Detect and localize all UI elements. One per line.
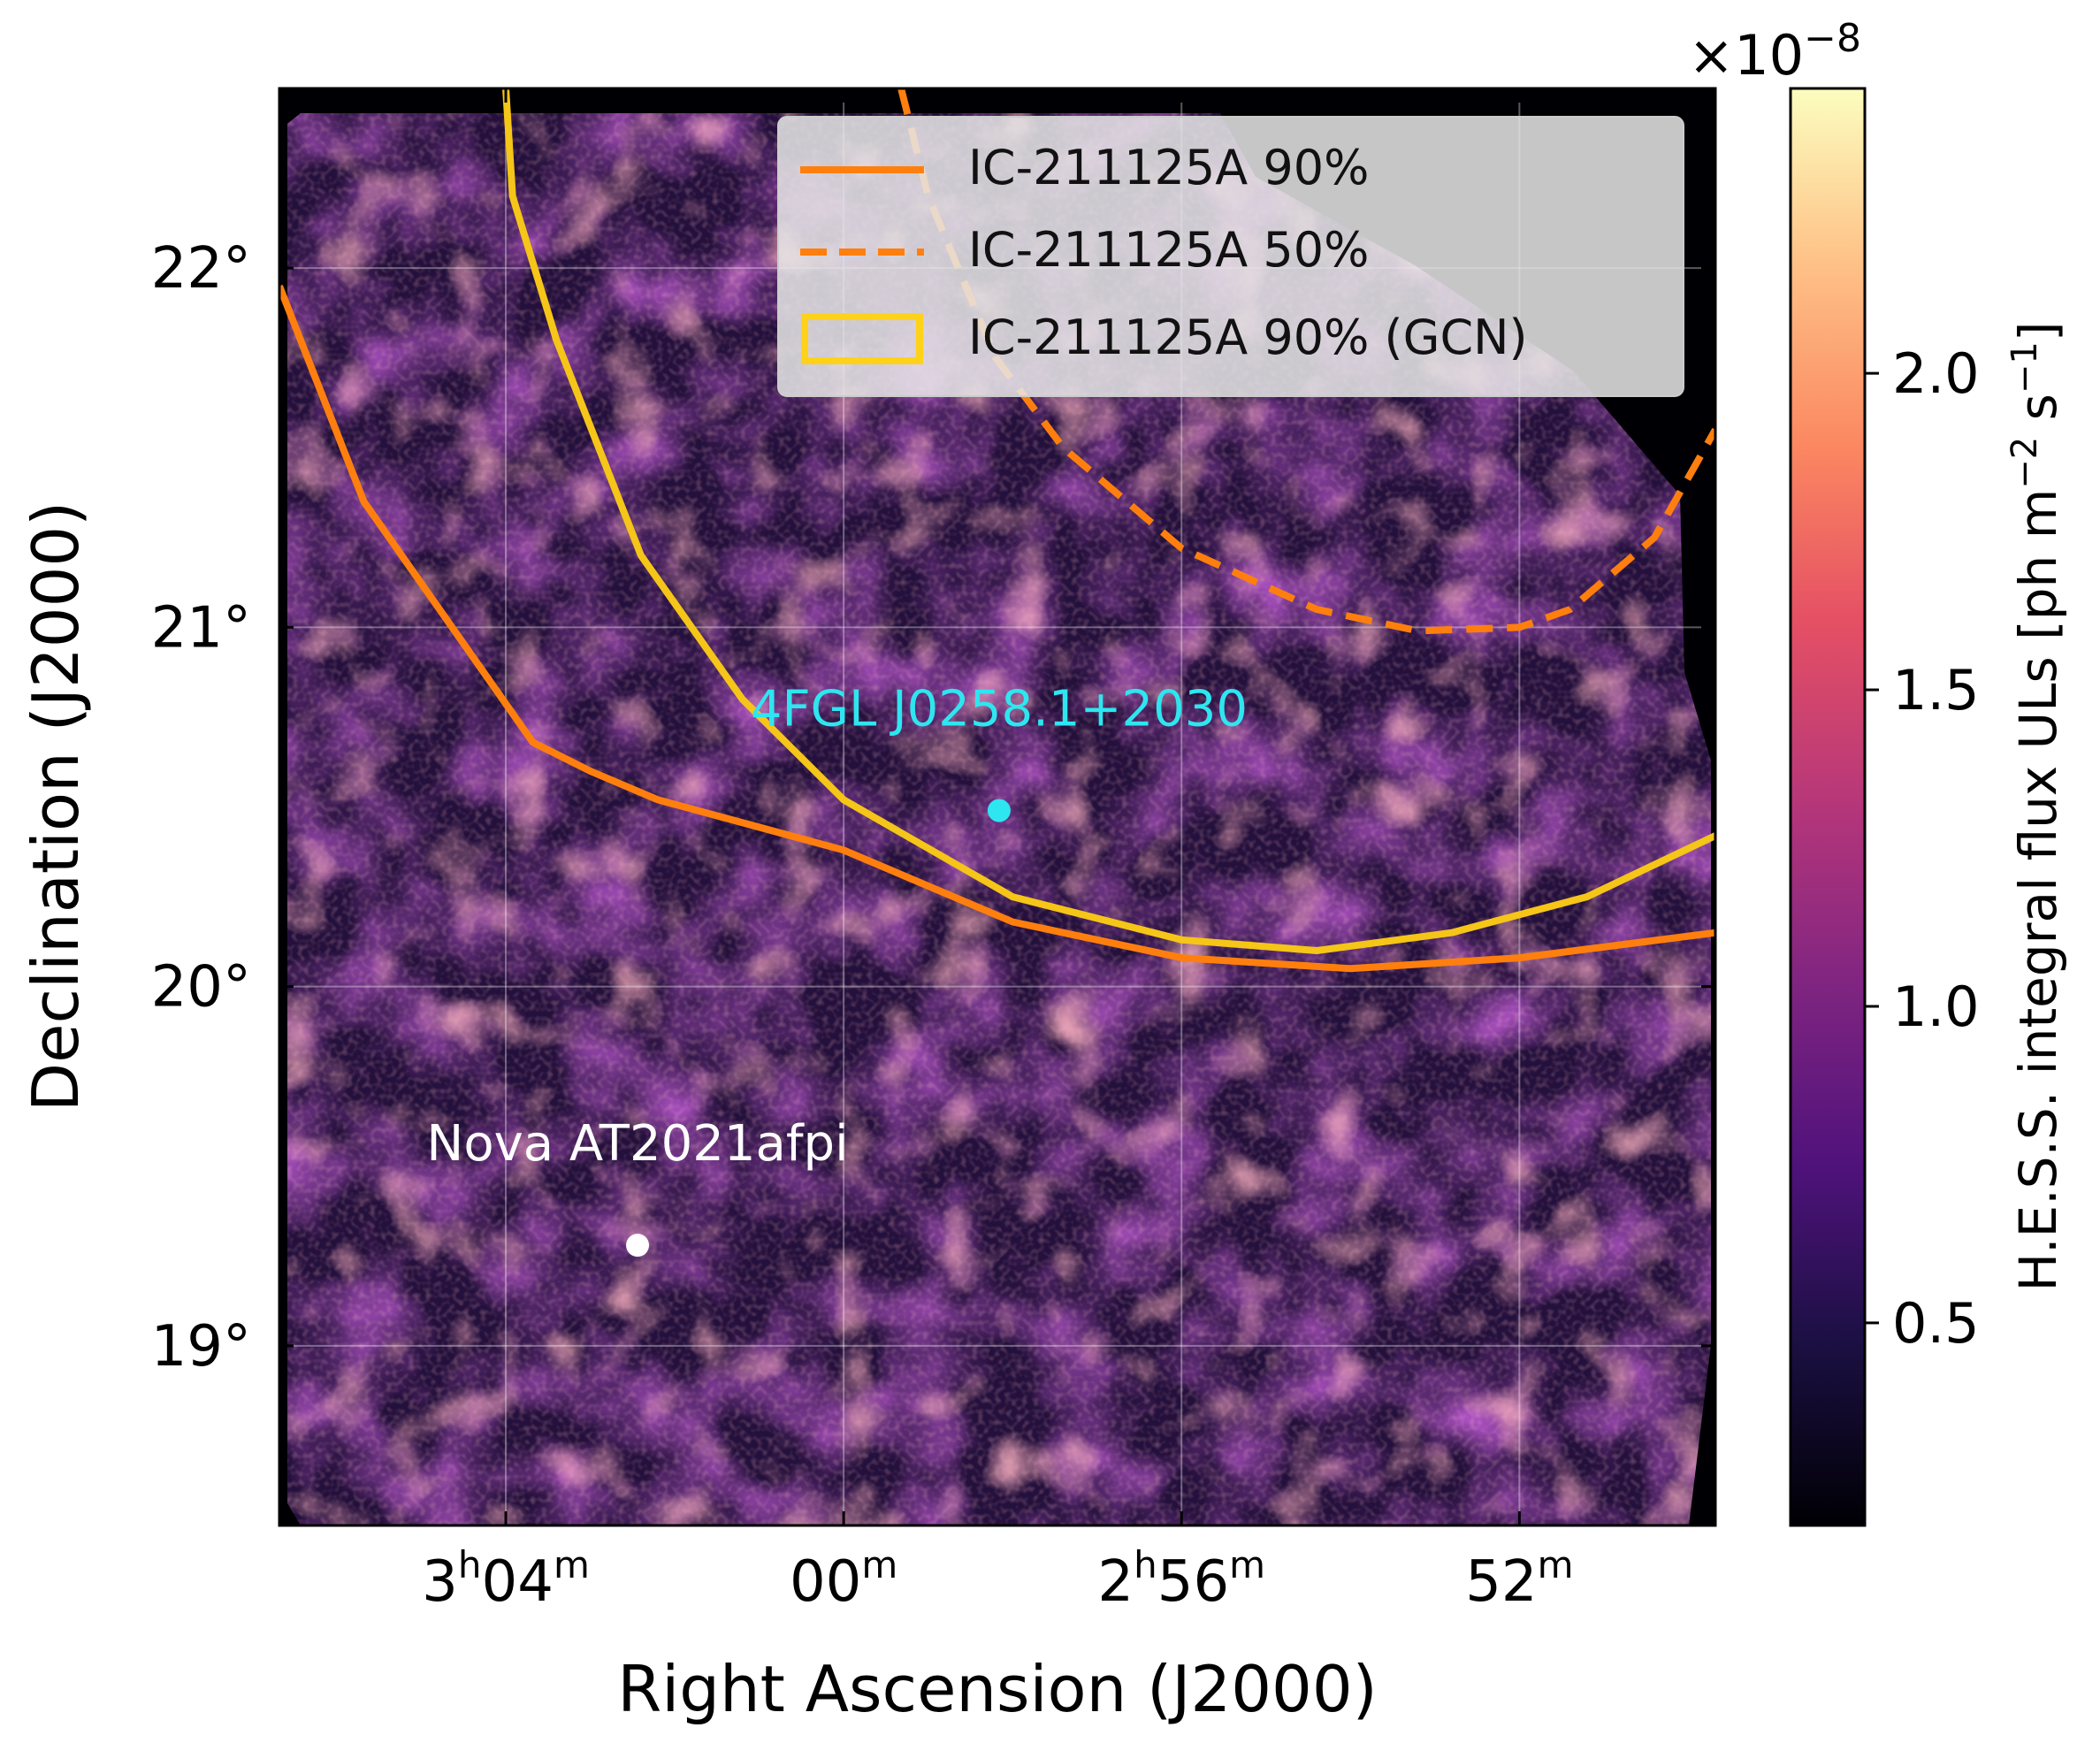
x-tick-label-sup: m <box>861 1543 897 1586</box>
colorbar-scale-base: ×10 <box>1688 23 1804 88</box>
colorbar-frame <box>1789 87 1867 1527</box>
x-axis-label: Right Ascension (J2000) <box>617 1652 1378 1726</box>
x-tick-label-main: 3 <box>422 1549 458 1615</box>
colorbar-tick-label: 1.5 <box>1892 658 1980 722</box>
legend-box <box>777 116 1684 397</box>
contour-ic-90 <box>279 284 1715 973</box>
colorbar-tick-label: 2.0 <box>1892 341 1980 406</box>
x-tick-label-sup: m <box>554 1543 590 1586</box>
colorbar: 0.5 1.0 1.5 2.0 ×10−8 H.E.S.S. integral flu… <box>1688 16 2068 1527</box>
y-tick-label: 21° <box>151 595 251 661</box>
y-tick-label: 19° <box>151 1314 251 1380</box>
contour-ic-90-gcn <box>502 88 1715 954</box>
legend-swatch-box <box>801 313 923 364</box>
source-marker <box>987 799 1011 822</box>
colorbar-tick-label: 1.0 <box>1892 975 1980 1039</box>
colorbar-label: H.E.S.S. integral flux ULs [ph m−2 s−1] <box>2005 322 2068 1292</box>
colorbar-scale-exponent: −8 <box>1804 16 1861 61</box>
plot-frame <box>278 87 1717 1527</box>
source-label: 4FGL J0258.1+2030 <box>751 681 1248 738</box>
x-tick-label-sup: m <box>1229 1543 1265 1586</box>
y-ticks: 22° 21° 20° 19° <box>151 236 1715 1380</box>
source-markers: 4FGL J0258.1+2030 Nova AT2021afpi <box>426 681 1248 1258</box>
x-tick-label-main: 52 <box>1465 1549 1537 1615</box>
y-tick-label: 22° <box>151 236 251 302</box>
colorbar-ticks: 0.5 1.0 1.5 2.0 <box>1865 341 1980 1356</box>
y-axis-label: Declination (J2000) <box>19 501 93 1112</box>
colorbar-gradient <box>1791 88 1865 1525</box>
colorbar-label-main: H.E.S.S. integral flux ULs [ph m <box>2008 489 2068 1292</box>
colorbar-label-mid: s <box>2008 394 2068 437</box>
x-tick-label-main: 2 <box>1097 1549 1134 1615</box>
legend-label-50: IC-211125A 50% <box>968 222 1369 278</box>
x-tick-label: 00m <box>790 1543 897 1615</box>
legend: IC-211125A 90% IC-211125A 50% IC-211125A… <box>777 116 1684 397</box>
x-tick-label-main: 00 <box>790 1549 861 1615</box>
colorbar-label-end: ] <box>2008 322 2068 342</box>
x-tick-label-mid: 56 <box>1157 1549 1229 1615</box>
x-tick-label-mid: 04 <box>482 1549 554 1615</box>
x-tick-label-sup: m <box>1538 1543 1574 1586</box>
colorbar-scale-factor: ×10−8 <box>1688 16 1861 88</box>
x-ticks: 3h04m 00m 2h56m 52m <box>422 88 1574 1615</box>
x-tick-label-sup: h <box>1134 1543 1157 1586</box>
colorbar-label-sup2: −1 <box>2005 341 2045 394</box>
y-tick-label: 20° <box>151 955 251 1021</box>
source-marker <box>626 1234 650 1258</box>
colorbar-label-sup1: −2 <box>2005 437 2045 489</box>
x-tick-label: 2h56m <box>1097 1543 1265 1615</box>
legend-label-gcn: IC-211125A 90% (GCN) <box>968 310 1528 365</box>
legend-label-90: IC-211125A 90% <box>968 140 1369 195</box>
x-tick-label: 52m <box>1465 1543 1573 1615</box>
colorbar-tick-label: 0.5 <box>1892 1291 1980 1356</box>
x-tick-label-sup: h <box>458 1543 482 1586</box>
x-tick-label: 3h04m <box>422 1543 590 1615</box>
source-label: Nova AT2021afpi <box>426 1115 848 1173</box>
